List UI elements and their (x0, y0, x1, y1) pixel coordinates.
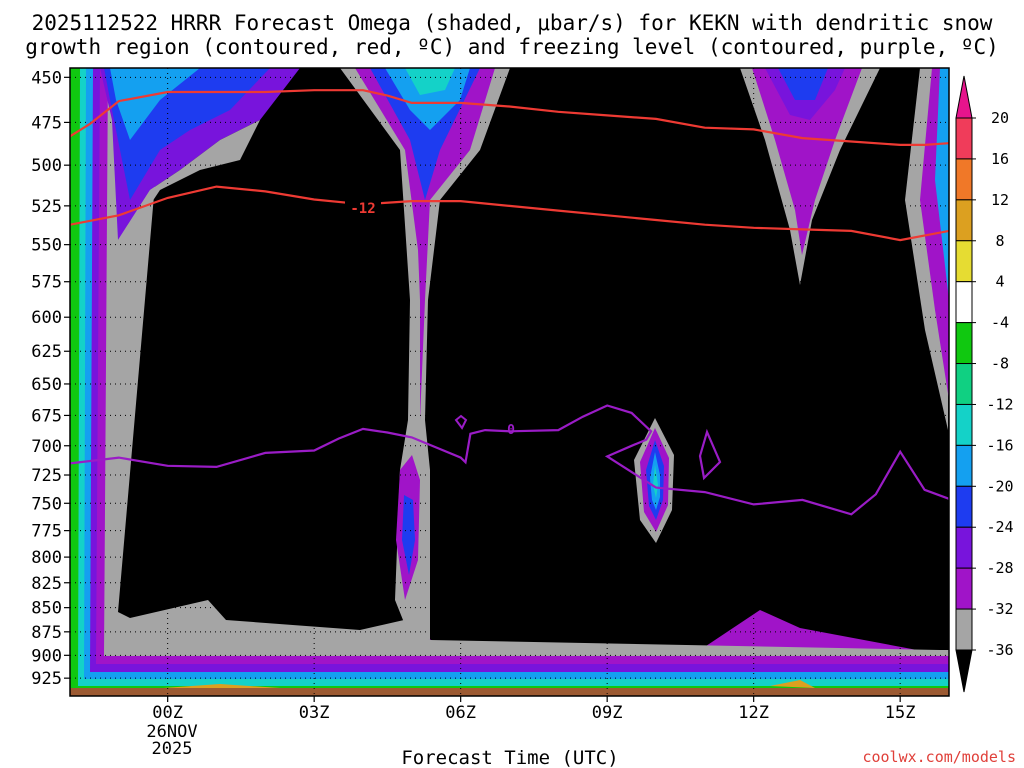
colorbar-label: 16 (991, 150, 1009, 168)
colorbar-label: 4 (995, 273, 1004, 291)
x-tick-label: 06Z (445, 703, 476, 723)
credit-text: coolwx.com/models (862, 748, 1016, 766)
colorbar: 20 16 12 8 4 -4 -8 -12 -16 -20 -24 -28 -32 -36 (955, 75, 1014, 693)
chart-title-line-2: growth region (contoured, red, ºC) and f… (25, 35, 999, 59)
y-tick-label: 750 (31, 494, 62, 514)
colorbar-swatch (955, 117, 973, 160)
colorbar-label: 20 (991, 109, 1009, 127)
x-tick-label: 00Z (152, 703, 183, 723)
x-tick-label: 12Z (738, 703, 769, 723)
chart-title-line-1: 2025112522 HRRR Forecast Omega (shaded, … (32, 11, 993, 35)
y-tick-label: 925 (31, 669, 62, 689)
colorbar-swatch (955, 567, 973, 610)
y-tick-label: 650 (31, 375, 62, 395)
colorbar-label: -16 (986, 436, 1013, 454)
dgz-label-bg (345, 200, 381, 215)
y-tick-label: 550 (31, 236, 62, 256)
x-tick-label: 09Z (592, 703, 623, 723)
colorbar-swatch (955, 158, 973, 201)
colorbar-swatch (955, 608, 973, 651)
freezing-contour-label: 0 (507, 423, 515, 438)
colorbar-label: -12 (986, 395, 1013, 413)
colorbar-swatch (955, 363, 973, 405)
colorbar-swatch (955, 444, 973, 487)
y-tick-label: 900 (31, 646, 62, 666)
freezing-level-small-loop (454, 414, 468, 430)
colorbar-swatch (955, 199, 973, 242)
colorbar-label: 8 (995, 232, 1004, 250)
y-tick-label: 675 (31, 406, 62, 426)
y-tick-label: 775 (31, 522, 62, 542)
dgz-contour-label: -12 (350, 201, 375, 217)
colorbar-label: -36 (986, 641, 1013, 659)
y-tick-label: 875 (31, 623, 62, 643)
y-tick-label: 700 (31, 437, 62, 457)
x-tick-label: 03Z (299, 703, 330, 723)
y-tick-label: 825 (31, 574, 62, 594)
plot-area: -12 0 (70, 68, 949, 696)
freezing-level-closed-contour (698, 428, 722, 481)
y-tick-label: 600 (31, 308, 62, 328)
y-axis: 450 475 500 525 550 575 600 625 650 675 700 725 750 7… (31, 68, 70, 689)
y-tick-label: 800 (31, 548, 62, 568)
colorbar-swatch (955, 526, 973, 569)
y-tick-label: 525 (31, 197, 62, 217)
omega-central-column-purple (355, 68, 495, 420)
colorbar-label: -32 (986, 600, 1013, 618)
colorbar-swatch (955, 322, 973, 365)
colorbar-over-arrow (955, 75, 973, 119)
colorbar-under-arrow (955, 649, 973, 693)
colorbar-label: -24 (986, 518, 1013, 536)
colorbar-swatch (955, 403, 973, 446)
y-tick-label: 725 (31, 466, 62, 486)
x-axis-label: Forecast Time (UTC) (401, 747, 618, 768)
freezing-level-contour (70, 404, 949, 516)
y-tick-label: 575 (31, 273, 62, 293)
x-date-line-2: 2025 (152, 739, 193, 759)
y-tick-label: 500 (31, 156, 62, 176)
y-tick-label: 850 (31, 599, 62, 619)
colorbar-label: -20 (986, 477, 1013, 495)
colorbar-label: -8 (991, 355, 1009, 373)
dgz-lower-contour (70, 185, 949, 242)
y-tick-label: 475 (31, 113, 62, 133)
ground-band (70, 688, 949, 696)
colorbar-swatch (955, 240, 973, 283)
colorbar-swatch (955, 485, 973, 528)
y-tick-label: 450 (31, 68, 62, 88)
x-tick-label: 15Z (885, 703, 916, 723)
x-axis: 00Z 03Z 06Z 09Z 12Z 15Z (152, 696, 916, 723)
plot-frame (69, 67, 950, 697)
colorbar-label: -28 (986, 559, 1013, 577)
colorbar-swatch (955, 281, 973, 324)
omega-central-column-gray (340, 68, 510, 640)
x-date-line-1: 26NOV (146, 722, 197, 742)
colorbar-label: -4 (991, 314, 1009, 332)
colorbar-label: 12 (991, 191, 1009, 209)
y-tick-label: 625 (31, 342, 62, 362)
dgz-upper-contour (70, 89, 949, 146)
